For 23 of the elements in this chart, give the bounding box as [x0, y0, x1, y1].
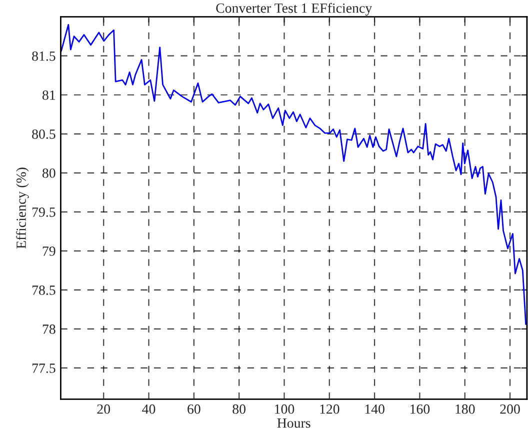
y-tick-label: 77.5: [32, 364, 56, 373]
y-tick-label: 79: [42, 246, 56, 256]
y-tick-label: 78: [42, 324, 56, 334]
y-axis-title: Efficiency (%): [16, 168, 29, 249]
y-tick-label: 81.5: [32, 51, 56, 61]
x-tick-label: 100: [275, 404, 294, 414]
x-tick-label: 20: [97, 404, 110, 414]
chart-title: Converter Test 1 EFficiency: [216, 2, 372, 16]
y-tick-label: 80: [42, 168, 56, 178]
y-tick-label: 80.5: [32, 129, 56, 139]
x-axis-title: Hours: [277, 418, 310, 428]
x-tick-label: 140: [365, 404, 384, 414]
x-tick-label: 60: [188, 404, 200, 414]
line-series: [60, 24, 527, 325]
x-tick-label: 160: [410, 404, 430, 414]
x-tick-label: 40: [142, 404, 156, 414]
x-tick-label: 80: [232, 404, 246, 414]
y-tick-label: 79.5: [32, 208, 56, 217]
y-tick-label: 81: [42, 90, 56, 100]
x-tick-label: 120: [320, 404, 340, 414]
x-tick-label: 200: [500, 404, 520, 414]
y-tick-label: 78.5: [32, 286, 56, 295]
x-tick-label: 180: [456, 404, 475, 414]
